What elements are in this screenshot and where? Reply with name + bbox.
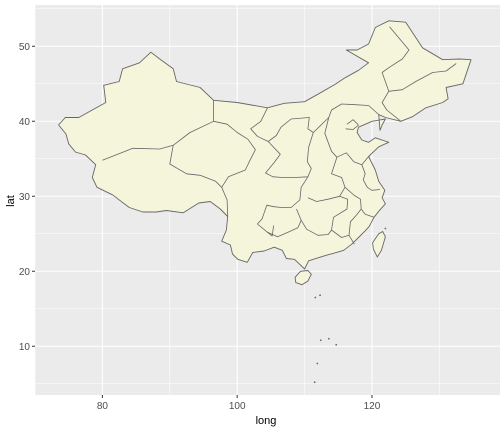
province-border xyxy=(250,107,314,142)
small-island xyxy=(314,296,317,299)
province-border xyxy=(361,164,381,191)
y-axis: 10 20 30 40 50 xyxy=(19,42,35,353)
china-provinces-map xyxy=(58,20,472,384)
y-tick-label: 40 xyxy=(19,117,31,128)
province-border xyxy=(331,229,355,245)
y-axis-title: lat xyxy=(5,195,17,207)
province-border xyxy=(331,157,346,197)
small-island xyxy=(319,339,322,342)
x-tick-label: 100 xyxy=(229,401,246,412)
small-island xyxy=(384,227,387,230)
y-tick-label: 30 xyxy=(19,192,31,203)
small-island xyxy=(335,343,338,346)
province-border xyxy=(324,117,369,166)
china-mainland xyxy=(58,20,472,270)
province-border xyxy=(267,225,274,237)
province-border xyxy=(265,103,379,178)
taiwan-island xyxy=(372,230,386,258)
province-border xyxy=(381,63,457,122)
province-border xyxy=(300,195,349,236)
province-border xyxy=(169,145,229,217)
y-tick-label: 50 xyxy=(19,42,31,53)
small-island xyxy=(313,381,316,384)
province-border xyxy=(381,26,410,92)
small-island xyxy=(327,337,330,340)
province-border xyxy=(256,176,309,238)
x-axis-title: long xyxy=(256,415,277,427)
hainan-island xyxy=(294,270,312,286)
x-tick-label: 120 xyxy=(364,401,381,412)
province-border xyxy=(345,119,359,130)
x-tick-label: 80 xyxy=(97,401,109,412)
y-tick-label: 20 xyxy=(19,267,31,278)
small-island xyxy=(316,362,319,365)
y-tick-label: 10 xyxy=(19,342,31,353)
province-border xyxy=(213,120,256,188)
small-island xyxy=(319,294,321,297)
province-border xyxy=(360,208,375,218)
x-axis: 80 100 120 xyxy=(97,395,381,412)
